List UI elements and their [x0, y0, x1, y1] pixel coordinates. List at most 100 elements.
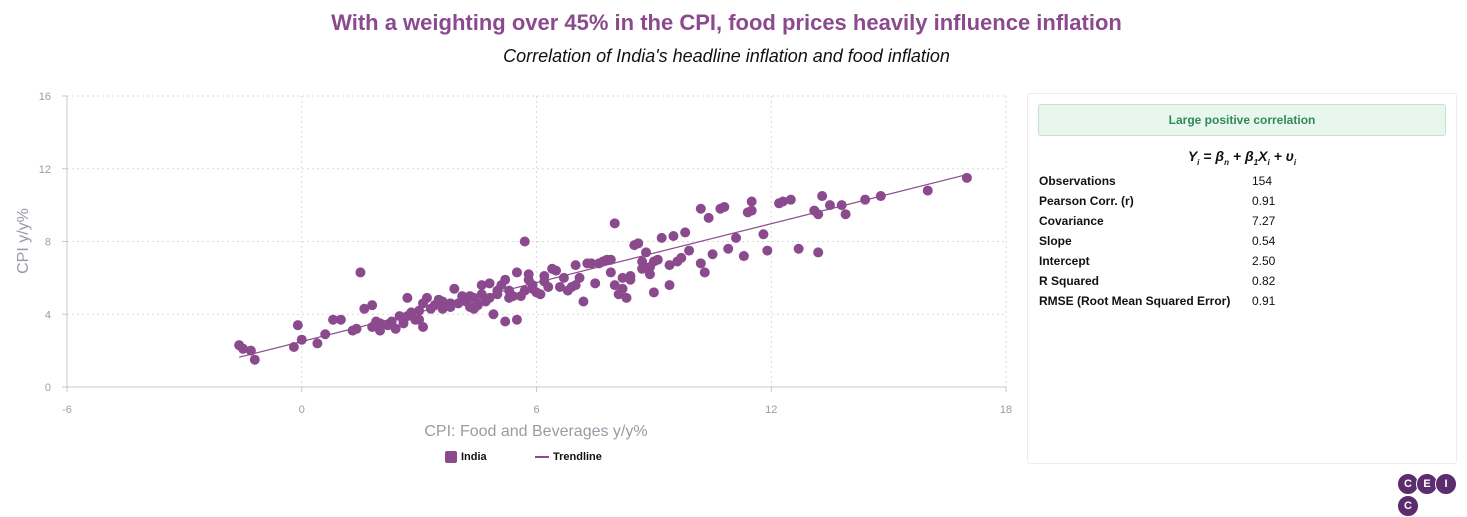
data-point — [719, 201, 730, 212]
axes — [62, 95, 1007, 392]
x-tick-label: -6 — [62, 404, 72, 416]
chart-title: With a weighting over 45% in the CPI, fo… — [331, 10, 1122, 35]
stats-row-rmse: RMSE (Root Mean Squared Error) 0.91 — [1039, 291, 1449, 311]
data-point — [414, 305, 425, 316]
formula-plus2: + — [1273, 148, 1282, 164]
formula-y: Y — [1187, 148, 1198, 164]
data-point — [238, 343, 249, 354]
data-point — [249, 354, 260, 365]
legend-item-india[interactable]: India — [445, 451, 487, 464]
regression-formula: Yi = βn + β1Xi + υi — [1187, 148, 1297, 167]
data-point — [637, 256, 648, 267]
data-point — [707, 249, 718, 260]
data-point — [824, 200, 835, 211]
logo-letter: I — [1435, 473, 1457, 495]
x-tick-label: 0 — [299, 404, 305, 416]
stat-value: 0.54 — [1252, 234, 1276, 248]
stats-row-pearson: Pearson Corr. (r) 0.91 — [1039, 191, 1449, 211]
data-point — [418, 321, 429, 332]
y-axis-label: CPI y/y% — [15, 208, 32, 274]
data-point — [355, 267, 366, 278]
data-point — [504, 292, 515, 303]
data-point — [500, 274, 511, 285]
stat-value: 2.50 — [1252, 254, 1276, 268]
data-point — [637, 263, 648, 274]
statistics-panel: Large positive correlation Yi = βn + β1X… — [1027, 93, 1457, 464]
logo-letter: C — [1397, 495, 1419, 517]
data-point — [527, 280, 538, 291]
data-point — [738, 251, 749, 262]
data-point — [367, 300, 378, 311]
data-point — [695, 203, 706, 214]
data-point — [703, 212, 714, 223]
data-point — [519, 236, 530, 247]
stat-value: 154 — [1252, 174, 1273, 188]
data-point — [590, 278, 601, 289]
legend-swatch-square — [445, 451, 457, 464]
data-point — [961, 172, 972, 183]
y-tick-label: 12 — [39, 164, 51, 176]
data-point — [245, 345, 256, 356]
legend-swatch-line — [535, 456, 549, 459]
stat-label: Slope — [1039, 234, 1072, 248]
data-point — [664, 260, 675, 271]
stats-table: Observations 154 Pearson Corr. (r) 0.91 … — [1039, 171, 1449, 311]
data-point — [699, 267, 710, 278]
legend-label: India — [461, 451, 487, 464]
data-point — [351, 323, 362, 334]
y-tick-label: 4 — [45, 309, 51, 321]
stat-value: 0.91 — [1252, 194, 1276, 208]
data-point — [371, 316, 382, 327]
data-point — [312, 338, 323, 349]
data-point — [543, 281, 554, 292]
data-point — [320, 329, 331, 340]
data-point — [625, 271, 636, 282]
stat-label: R Squared — [1039, 274, 1100, 288]
points-layer — [234, 172, 972, 365]
stats-row-r-squared: R Squared 0.82 — [1039, 271, 1449, 291]
data-point — [292, 320, 303, 331]
formula-error: υ — [1285, 148, 1294, 164]
data-point — [500, 316, 511, 327]
chart-subtitle: Correlation of India's headline inflatio… — [503, 46, 950, 66]
stat-label: RMSE (Root Mean Squared Error) — [1039, 294, 1231, 308]
data-point — [476, 280, 487, 291]
ceic-logo: C E IC — [1397, 473, 1467, 517]
data-point — [566, 281, 577, 292]
data-point — [402, 292, 413, 303]
logo-letter: E — [1416, 473, 1438, 495]
data-point — [535, 289, 546, 300]
data-point — [484, 278, 495, 289]
tick-labels: -6 0 6 12 18 0 4 8 12 16 — [39, 91, 1012, 416]
data-point — [774, 198, 785, 209]
data-point — [617, 272, 628, 283]
formula-plus1: + — [1232, 148, 1242, 164]
data-point — [484, 292, 495, 303]
data-point — [457, 291, 468, 302]
data-point — [296, 334, 307, 345]
x-tick-label: 6 — [533, 404, 539, 416]
data-point — [605, 267, 616, 278]
stats-row-observations: Observations 154 — [1039, 171, 1449, 191]
data-point — [488, 309, 499, 320]
data-point — [539, 271, 550, 282]
data-point — [817, 191, 828, 202]
data-point — [605, 254, 616, 265]
formula-beta1: β — [1244, 148, 1254, 164]
data-point — [648, 256, 659, 267]
stat-value: 0.82 — [1252, 274, 1276, 288]
x-tick-label: 12 — [765, 404, 777, 416]
data-point — [582, 258, 593, 269]
stat-label: Pearson Corr. (r) — [1039, 194, 1134, 208]
data-point — [641, 247, 652, 258]
correlation-badge: Large positive correlation — [1038, 104, 1446, 136]
data-point — [860, 194, 871, 205]
data-point — [731, 232, 742, 243]
data-point — [813, 247, 824, 258]
data-point — [809, 205, 820, 216]
legend-item-trendline[interactable]: Trendline — [535, 451, 602, 463]
stats-row-covariance: Covariance 7.27 — [1039, 211, 1449, 231]
x-tick-label: 18 — [1000, 404, 1012, 416]
formula-beta0: β — [1215, 148, 1225, 164]
data-point — [390, 323, 401, 334]
